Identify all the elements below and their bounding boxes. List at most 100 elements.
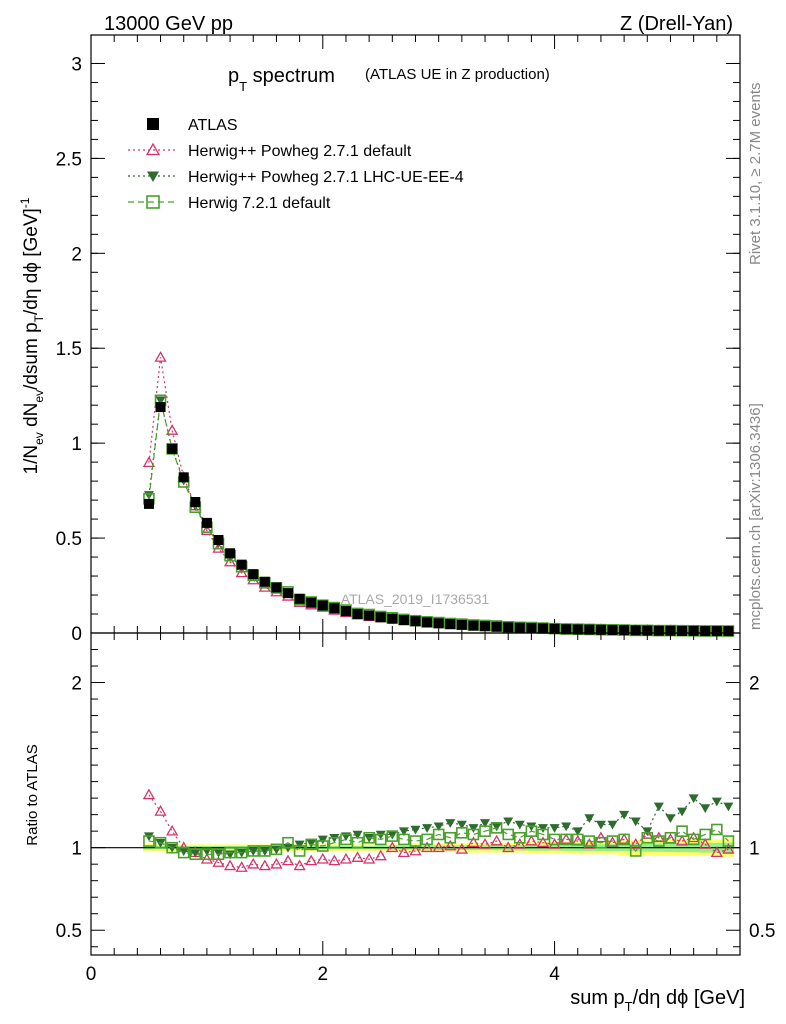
herwig72-ratio-point (212, 848, 225, 861)
powheg_lhc-ratio-point (306, 838, 317, 848)
powheg_default-ratio-point (166, 824, 179, 836)
powheg_default-ratio-point (502, 841, 515, 853)
powheg_default-ratio-point (652, 831, 665, 843)
ratio-ytick-label-right: 0.5 (749, 921, 775, 942)
herwig72-ratio-point (676, 825, 688, 837)
ylabel-h: -1 (18, 197, 32, 208)
legend-marker-powheg_default (145, 142, 161, 156)
atlas-point (259, 576, 270, 587)
powheg_default-ratio-point (328, 854, 341, 866)
atlas-point (700, 626, 711, 637)
powheg_lhc-ratio-point (677, 807, 688, 817)
ratio-axis-ticks: 0.5 0.5 1 1 2 2 0 2 4 (56, 633, 775, 985)
atlas-point (723, 626, 734, 637)
ylabel-g: /dη dϕ [GeV] (21, 208, 42, 315)
atlas-point (201, 517, 212, 528)
main-ytick-label: 0 (71, 624, 82, 645)
powheg_lhc-ratio-point (294, 840, 305, 850)
powheg_default-ratio-point (386, 841, 399, 853)
atlas-point (271, 582, 282, 593)
powheg_lhc-ratio-point (723, 802, 734, 812)
herwig72-ratio-point (351, 836, 364, 849)
powheg_default-point (212, 542, 225, 553)
main-ytick-label: 0.5 (56, 529, 82, 550)
atlas-point (433, 618, 444, 629)
powheg_default-ratio-point (235, 861, 248, 872)
herwig72-ratio-point (687, 833, 700, 846)
powheg_default-ratio-point (536, 836, 550, 848)
ratio-ylabel: Ratio to ATLAS (24, 744, 41, 845)
atlas-point (572, 624, 583, 635)
powheg_default-ratio-point (617, 833, 631, 844)
powheg_lhc-ratio-point (653, 802, 664, 812)
powheg_default-point (166, 424, 179, 435)
powheg_default-ratio-point (247, 857, 260, 869)
legend-label-herwig72: Herwig 7.2.1 default (188, 195, 331, 212)
main-ylabel: 1/Nev dNev/dsum pT/dη dϕ [GeV]-1 (18, 197, 46, 474)
legend-label-powheg_lhc: Herwig++ Powheg 2.7.1 LHC-UE-EE-4 (188, 169, 464, 186)
herwig72-ratio-point (432, 828, 445, 841)
atlas-point (352, 609, 363, 620)
powheg_lhc-ratio-point (248, 847, 259, 856)
herwig72-ratio-point (328, 836, 341, 849)
main-ytick-label: 1.5 (56, 339, 82, 360)
herwig72-ratio-point (514, 831, 526, 844)
herwig72-ratio-point (618, 833, 630, 846)
powheg_default-ratio-point (293, 859, 306, 871)
powheg_lhc-ratio-point (398, 827, 409, 837)
xlabel-c: /dη dϕ [GeV] (633, 987, 745, 1009)
powheg_default-ratio-point (142, 788, 156, 800)
atlas-point (514, 622, 525, 633)
atlas-point (642, 625, 653, 636)
legend: ATLAS Herwig++ Powheg 2.7.1 default Herwig… (128, 117, 464, 212)
herwig72-ratio-point (456, 827, 468, 839)
main-title-small: (ATLAS UE in Z production) (365, 66, 550, 83)
herwig72-ratio-line (148, 827, 729, 855)
herwig72-ratio-point (374, 833, 387, 846)
header-right: Z (Drell-Yan) (620, 13, 733, 35)
atlas-point (561, 624, 572, 635)
herwig72-ratio-point (479, 825, 491, 837)
xlabel: sum pT/dη dϕ [GeV] (570, 987, 745, 1014)
powheg_lhc-ratio-point (700, 804, 711, 814)
herwig72-ratio-point (444, 831, 457, 844)
powheg_lhc-ratio-point (491, 822, 502, 832)
powheg_default-ratio-point (525, 834, 538, 846)
powheg_default-ratio-point (258, 859, 271, 871)
main-plot: 00.511.522.53 pT spectrum (ATLAS UE in Z… (18, 34, 741, 645)
powheg_default-ratio-line (148, 794, 729, 869)
powheg_default-ratio-point (374, 849, 387, 861)
atlas-point (595, 624, 606, 635)
xlabel-b: T (625, 999, 633, 1014)
powheg_default-ratio-point (583, 838, 596, 849)
powheg_lhc-ratio-point (259, 847, 270, 856)
title-rest: spectrum (247, 65, 335, 87)
atlas-point (584, 624, 595, 635)
ratio-series (142, 788, 735, 872)
atlas-point (317, 600, 328, 611)
herwig72-ratio-point (548, 833, 561, 846)
atlas-point (445, 619, 456, 630)
powheg_lhc-ratio-line (148, 797, 729, 855)
powheg_lhc-ratio-point (572, 827, 583, 837)
powheg_lhc-ratio-point (213, 848, 224, 858)
powheg_lhc-ratio-point (317, 835, 328, 845)
atlas-point (155, 402, 166, 413)
ratio-plot: 0.5 0.5 1 1 2 2 0 2 4 Ratio to ATLAS sum pT/dη d… (24, 632, 775, 1014)
atlas-point (503, 622, 514, 633)
powheg_lhc-ratio-point (619, 810, 630, 820)
ratio-xtick-label: 2 (317, 964, 328, 985)
ratio-ytick-label-right: 1 (749, 839, 760, 860)
atlas-point (306, 597, 317, 608)
atlas-point (236, 559, 247, 570)
powheg_default-ratio-point (455, 843, 468, 854)
legend-label-powheg_default: Herwig++ Powheg 2.7.1 default (188, 143, 412, 160)
main-series (142, 351, 735, 637)
herwig72-ratio-point (305, 838, 317, 851)
herwig72-ratio-point (490, 822, 503, 834)
powheg_default-ratio-point (223, 859, 237, 871)
powheg_lhc-ratio-point (514, 820, 525, 830)
atlas-point (329, 603, 340, 614)
atlas-point (283, 588, 294, 599)
powheg_default-ratio-point (560, 833, 573, 844)
